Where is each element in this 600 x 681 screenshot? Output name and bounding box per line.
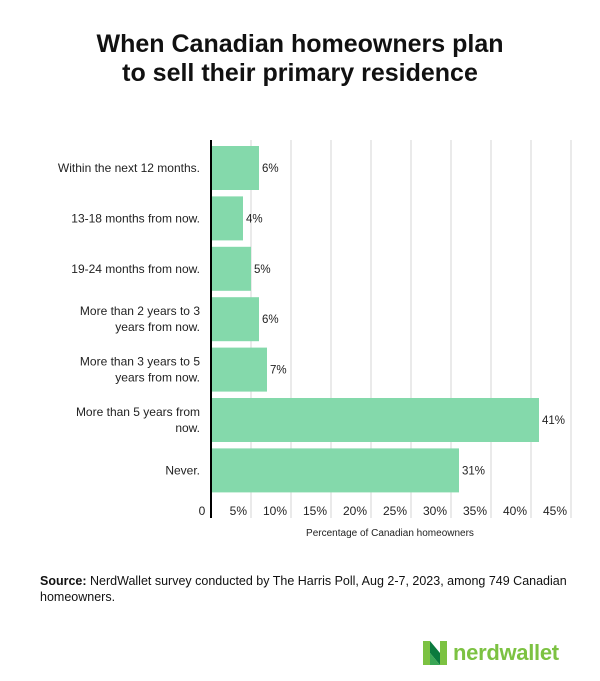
data-label: 5% [254, 264, 271, 276]
title-line-2: to sell their primary residence [122, 59, 478, 87]
x-tick-label: 5% [230, 504, 248, 518]
bar-chart: 0 5% 10% 15% 20% 25% 30% 35% 40% 45% 6% Within the … [58, 140, 572, 539]
category-label: More than 3 years to 5 [80, 355, 200, 369]
x-tick-label: 15% [303, 504, 327, 518]
category-label: Never. [165, 463, 200, 477]
category-label: now. [175, 421, 200, 435]
category-label: More than 5 years from [76, 405, 200, 419]
x-tick-label: 45% [543, 504, 567, 518]
title-line-1: When Canadian homeowners plan [96, 30, 504, 58]
nerdwallet-logo: nerdwallet [423, 640, 559, 666]
category-label: 13-18 months from now. [71, 211, 200, 225]
nerdwallet-logo-icon [423, 641, 447, 665]
bar [211, 347, 267, 392]
x-tick-label: 35% [463, 504, 487, 518]
x-tick-label: 30% [423, 504, 447, 518]
nerdwallet-logo-text: nerdwallet [453, 640, 559, 665]
x-tick-label: 40% [503, 504, 527, 518]
bar [211, 246, 251, 291]
category-label: years from now. [115, 320, 200, 334]
data-label: 41% [542, 415, 565, 427]
bar [211, 297, 259, 342]
bar [211, 398, 539, 442]
bar [211, 196, 243, 241]
category-label: More than 2 years to 3 [80, 304, 200, 318]
data-label: 4% [246, 213, 263, 225]
chart-title: When Canadian homeowners plan to sell th… [0, 30, 600, 88]
category-label: Within the next 12 months. [58, 161, 200, 175]
data-label: 6% [262, 314, 279, 326]
source-note: Source: NerdWallet survey conducted by T… [40, 573, 570, 605]
bar [211, 448, 459, 493]
category-label: 19-24 months from now. [71, 262, 200, 276]
data-label: 31% [462, 465, 485, 477]
x-axis-title: Percentage of Canadian homeowners [306, 528, 474, 539]
source-label: Source: [40, 574, 87, 588]
x-tick-label: 25% [383, 504, 407, 518]
x-tick-label: 20% [343, 504, 367, 518]
bar [211, 146, 259, 190]
x-tick-label: 10% [263, 504, 287, 518]
data-label: 6% [262, 163, 279, 175]
category-label: years from now. [115, 371, 200, 385]
x-tick-label: 0 [199, 504, 206, 518]
data-label: 7% [270, 365, 287, 377]
source-text: NerdWallet survey conducted by The Harri… [40, 574, 567, 604]
